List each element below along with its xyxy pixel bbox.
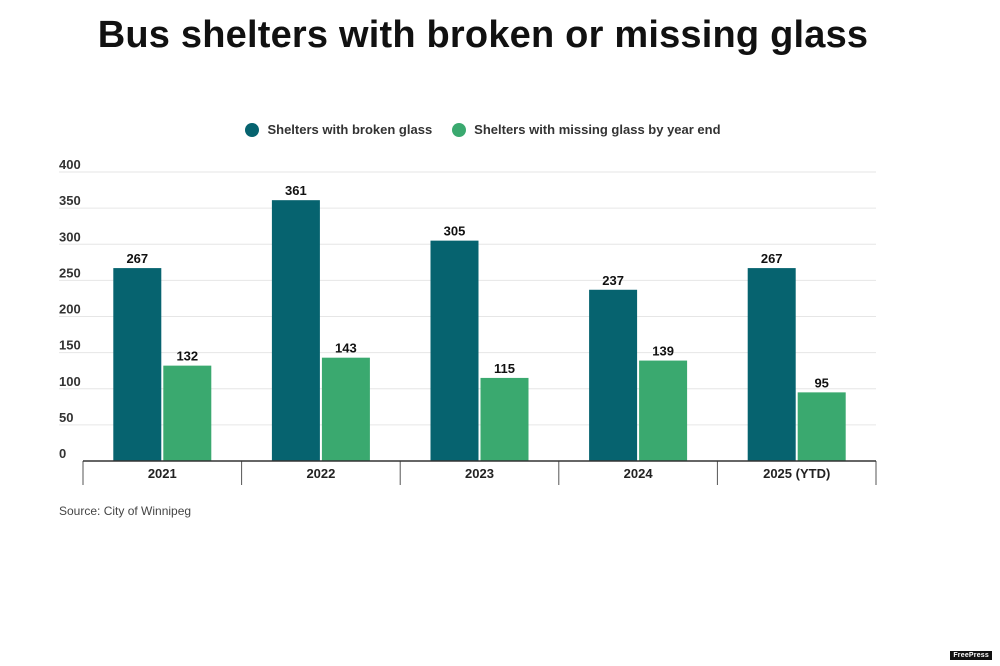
data-label: 305 — [444, 224, 466, 239]
source-note: Source: City of Winnipeg — [59, 504, 192, 518]
y-tick-label: 300 — [59, 229, 81, 244]
bar-missing — [321, 357, 370, 461]
x-tick-label: 2024 — [624, 466, 654, 481]
y-tick-label: 200 — [59, 302, 81, 317]
data-label: 267 — [126, 251, 148, 266]
y-tick-label: 350 — [59, 193, 81, 208]
data-label: 267 — [761, 251, 783, 266]
legend-swatch-broken — [245, 122, 260, 137]
x-tick-label: 2023 — [465, 466, 494, 481]
x-tick-label: 2021 — [148, 466, 177, 481]
data-label: 139 — [652, 344, 674, 359]
data-label: 115 — [494, 361, 515, 376]
x-tick-label: 2025 (YTD) — [763, 466, 830, 481]
bar-broken — [589, 289, 638, 461]
x-tick-label: 2022 — [306, 466, 335, 481]
bar-broken — [747, 268, 796, 461]
legend-label-broken: Shelters with broken glass — [267, 122, 433, 137]
chart-title: Bus shelters with broken or missing glas… — [97, 14, 869, 56]
data-label: 95 — [814, 375, 828, 390]
y-tick-label: 100 — [59, 374, 81, 389]
data-label: 143 — [335, 341, 357, 356]
bar-missing — [639, 360, 688, 461]
legend-swatch-missing — [452, 122, 467, 137]
legend-item-broken: Shelters with broken glass — [245, 122, 432, 137]
y-tick-label: 150 — [59, 338, 81, 353]
legend-label-missing: Shelters with missing glass by year end — [474, 122, 721, 137]
legend-item-missing: Shelters with missing glass by year end — [452, 122, 721, 137]
brand-logo: FreePress — [950, 651, 992, 660]
y-tick-label: 250 — [59, 265, 81, 280]
data-label: 361 — [285, 183, 307, 198]
bar-broken — [113, 268, 162, 461]
bar-missing — [480, 377, 529, 461]
y-tick-label: 400 — [59, 157, 81, 172]
y-tick-label: 50 — [59, 410, 73, 425]
bar-broken — [430, 240, 479, 461]
data-label: 237 — [602, 273, 624, 288]
bar-broken — [271, 200, 320, 462]
bar-missing — [797, 392, 846, 461]
legend: Shelters with broken glass Shelters with… — [0, 122, 966, 137]
bar-missing — [163, 365, 212, 461]
data-label: 132 — [176, 349, 198, 364]
y-tick-label: 0 — [59, 446, 66, 461]
